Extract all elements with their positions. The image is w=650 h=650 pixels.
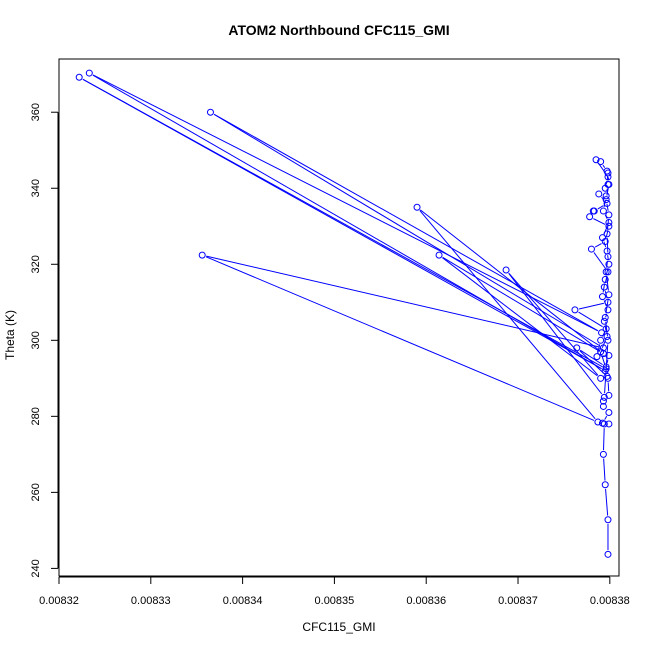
x-tick-label: 0.00838 [590, 595, 630, 607]
y-axis-label: Theta (K) [3, 310, 17, 360]
x-axis-label: CFC115_GMI [302, 620, 375, 634]
series-segment [604, 428, 605, 450]
y-tick-label: 280 [30, 407, 42, 425]
chart-title: ATOM2 Northbound CFC115_GMI [228, 22, 449, 38]
y-tick-label: 320 [30, 255, 42, 273]
y-tick-label: 260 [30, 483, 42, 501]
y-tick-label: 340 [30, 179, 42, 197]
x-tick-label: 0.00833 [131, 595, 171, 607]
y-tick-label: 240 [30, 559, 42, 577]
x-tick-label: 0.00836 [406, 595, 446, 607]
x-tick-label: 0.00834 [223, 595, 263, 607]
x-tick-label: 0.00835 [315, 595, 355, 607]
y-tick-label: 300 [30, 331, 42, 349]
x-tick-label: 0.00832 [39, 595, 79, 607]
x-tick-label: 0.00837 [498, 595, 538, 607]
y-tick-label: 360 [30, 103, 42, 121]
